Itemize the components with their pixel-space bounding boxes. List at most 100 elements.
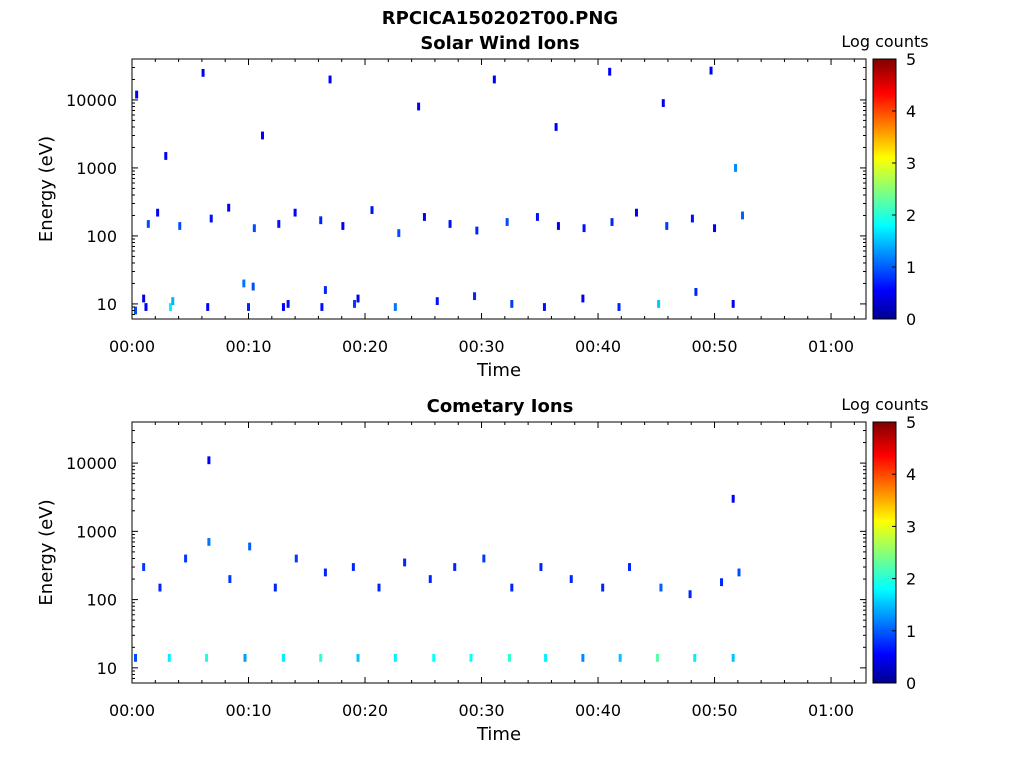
data-cell <box>158 583 162 592</box>
data-cell <box>356 653 360 662</box>
x-tick-label: 01:00 <box>808 337 854 356</box>
data-cell <box>286 300 290 308</box>
data-cell <box>709 66 713 75</box>
data-cell <box>323 286 327 294</box>
colorbar-tick-label: 1 <box>906 622 916 641</box>
data-cell <box>184 554 188 563</box>
data-cell <box>201 68 205 77</box>
data-cell <box>252 224 256 233</box>
colorbar-tick-label: 4 <box>906 102 916 121</box>
data-cell <box>133 653 137 662</box>
data-cell <box>608 67 612 76</box>
x-tick-label: 00:30 <box>458 337 504 356</box>
colorbar-tick-label: 5 <box>906 50 916 69</box>
y-tick-label: 100 <box>86 591 117 610</box>
data-cell <box>432 653 436 662</box>
data-cell <box>209 214 213 223</box>
x-tick-label: 01:00 <box>808 701 854 720</box>
x-tick-label: 00:40 <box>575 701 621 720</box>
data-cell <box>690 214 694 223</box>
colorbar-tick-label: 0 <box>906 310 916 329</box>
x-tick-label: 00:50 <box>691 701 737 720</box>
figure-title: RPCICA150202T00.PNG <box>382 8 618 29</box>
data-cell <box>731 300 735 308</box>
data-cell <box>146 220 150 228</box>
data-cell <box>353 300 357 308</box>
y-tick-label: 10 <box>97 295 117 314</box>
data-cell <box>227 203 231 212</box>
data-cell <box>293 208 297 217</box>
y-tick-label: 100 <box>86 227 117 246</box>
plot-frame <box>131 58 867 320</box>
data-cell <box>377 583 381 592</box>
data-cell <box>397 229 401 238</box>
data-cell <box>207 456 211 465</box>
data-cell <box>428 575 432 583</box>
data-cell <box>618 653 622 662</box>
data-cell <box>734 164 738 172</box>
data-cell <box>273 583 277 592</box>
colorbar-tick-label: 3 <box>906 517 916 536</box>
x-tick-label: 00:20 <box>342 701 388 720</box>
colorbar <box>872 421 897 684</box>
colorbar-tick-label: 4 <box>906 465 916 484</box>
data-cell <box>328 75 332 84</box>
data-cell <box>482 554 486 563</box>
data-cell <box>294 554 298 563</box>
y-tick-label: 1000 <box>76 522 117 541</box>
x-tick-label: 00:40 <box>575 337 621 356</box>
data-cell <box>281 303 285 311</box>
data-cell <box>281 653 285 662</box>
x-tick-label: 00:00 <box>109 337 155 356</box>
data-cell <box>356 294 360 303</box>
colorbar <box>872 58 897 320</box>
y-tick-label: 1000 <box>76 159 117 178</box>
data-cell <box>453 563 457 571</box>
colorbar-tick-label: 1 <box>906 258 916 277</box>
x-tick-label: 00:10 <box>225 337 271 356</box>
data-cell <box>277 220 281 228</box>
y-tick-label: 10000 <box>66 91 117 110</box>
data-cell <box>510 583 514 592</box>
data-cell <box>720 578 724 587</box>
data-cell <box>171 297 175 306</box>
data-cell <box>582 224 586 233</box>
data-cell <box>542 303 546 311</box>
data-cell <box>260 131 264 140</box>
data-cell <box>469 653 473 662</box>
colorbar-tick-label: 3 <box>906 154 916 173</box>
x-tick-label: 00:50 <box>691 337 737 356</box>
data-cell <box>228 575 232 583</box>
data-cell <box>475 226 479 235</box>
data-cell <box>510 300 514 308</box>
panel-title: Cometary Ions <box>427 396 574 417</box>
x-tick-label: 00:00 <box>109 701 155 720</box>
x-axis-label: Time <box>476 360 521 381</box>
data-cell <box>634 208 638 217</box>
colorbar-label: Log counts <box>841 32 928 51</box>
data-cell <box>319 653 323 662</box>
data-cell <box>242 279 246 288</box>
data-cell <box>142 563 146 571</box>
data-cell <box>341 222 345 230</box>
y-tick-label: 10 <box>97 659 117 678</box>
data-cell <box>505 218 509 226</box>
data-cell <box>539 563 543 571</box>
data-cell <box>435 297 439 306</box>
data-cell <box>323 568 327 577</box>
data-cell <box>737 568 741 577</box>
data-cell <box>569 575 573 583</box>
data-cell <box>393 303 397 311</box>
colorbar-tick-label: 5 <box>906 413 916 432</box>
x-tick-label: 00:10 <box>225 701 271 720</box>
data-cell <box>661 99 665 107</box>
data-cell <box>164 152 168 160</box>
data-cell <box>144 303 148 311</box>
data-cell <box>205 653 209 662</box>
data-cell <box>741 211 745 220</box>
data-cell <box>731 494 735 503</box>
data-cell <box>370 206 374 214</box>
data-cell <box>207 538 211 546</box>
data-cell <box>248 542 252 551</box>
